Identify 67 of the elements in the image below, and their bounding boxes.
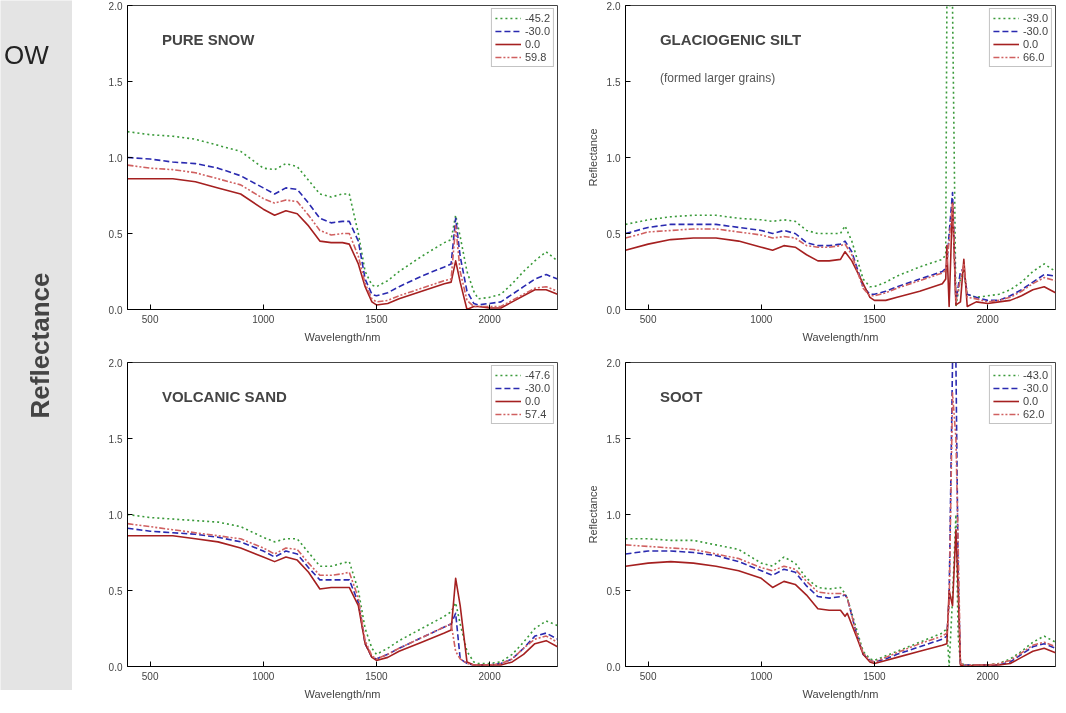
x-tick-label: 500 <box>141 313 159 325</box>
x-tick-label: 500 <box>639 670 657 682</box>
x-tick-label: 1500 <box>863 670 887 682</box>
text: PURE SNOW <box>161 31 256 49</box>
x-tick-label: 1500 <box>365 313 389 325</box>
x-tick-label: 500 <box>639 313 657 325</box>
x-tick-label: 2000 <box>976 313 1000 325</box>
legend-label: -30.0 <box>1022 25 1048 37</box>
x-tick-label: 1000 <box>252 313 275 325</box>
y-tick-label: 0.5 <box>606 585 621 597</box>
y-tick-label: 0.0 <box>606 661 621 673</box>
y-tick-label: 0.0 <box>108 304 123 316</box>
text: (formed larger grains) <box>659 70 776 85</box>
x-tick-label: 1000 <box>750 313 773 325</box>
y-tick-label: 1.5 <box>108 433 123 445</box>
text: VOLCANIC SAND <box>161 388 288 406</box>
text: Reflectance <box>25 272 56 419</box>
y-tick-label: 2.0 <box>606 357 621 369</box>
x-tick-label: 2000 <box>478 313 502 325</box>
legend-label: -45.2 <box>524 12 550 24</box>
line-series <box>625 5 1056 308</box>
y-tick-label: 0.5 <box>108 585 123 597</box>
legend-label: 0.0 <box>524 38 542 50</box>
y-tick-label: 2.0 <box>108 0 123 12</box>
x-axis-title: Wavelength/nm <box>802 330 879 343</box>
legend-label: 62.0 <box>1022 408 1045 420</box>
x-tick-label: 2000 <box>976 670 1000 682</box>
y-tick-label: 1.0 <box>606 152 621 164</box>
line-series <box>127 130 558 300</box>
y-axis-title: Reflectance <box>586 485 599 544</box>
y-tick-label: 1.0 <box>108 509 123 521</box>
y-axis-title: Reflectance <box>586 128 599 187</box>
legend-label: -43.0 <box>1022 369 1048 381</box>
text: GLACIOGENIC SILT <box>659 31 802 49</box>
x-tick-label: 1000 <box>252 670 275 682</box>
x-axis-title: Wavelength/nm <box>304 330 381 343</box>
legend-label: -47.6 <box>524 369 550 381</box>
legend-label: 0.0 <box>524 395 542 407</box>
text: OW <box>4 39 50 70</box>
x-tick-label: 1500 <box>365 670 389 682</box>
legend-label: 0.0 <box>1022 395 1040 407</box>
x-tick-label: 2000 <box>478 670 502 682</box>
y-tick-label: 1.5 <box>606 433 621 445</box>
y-tick-label: 2.0 <box>606 0 621 12</box>
y-tick-label: 0.5 <box>606 228 621 240</box>
y-tick-label: 2.0 <box>108 357 123 369</box>
y-tick-label: 1.5 <box>606 76 621 88</box>
y-tick-label: 0.0 <box>108 661 123 673</box>
legend-label: 59.8 <box>524 51 547 63</box>
y-tick-label: 0.0 <box>606 304 621 316</box>
y-tick-label: 0.5 <box>108 228 123 240</box>
y-tick-label: 1.0 <box>606 509 621 521</box>
x-axis-title: Wavelength/nm <box>802 687 879 700</box>
legend-label: 66.0 <box>1022 51 1045 63</box>
x-axis-title: Wavelength/nm <box>304 687 381 700</box>
x-tick-label: 1000 <box>750 670 773 682</box>
y-tick-label: 1.5 <box>108 76 123 88</box>
legend-label: -30.0 <box>1022 382 1048 394</box>
legend-label: -39.0 <box>1022 12 1048 24</box>
legend-label: 0.0 <box>1022 38 1040 50</box>
y-tick-label: 1.0 <box>108 152 123 164</box>
legend-label: -30.0 <box>524 25 550 37</box>
text: SOOT <box>659 388 703 406</box>
x-tick-label: 500 <box>141 670 159 682</box>
legend-label: -30.0 <box>524 382 550 394</box>
legend-label: 57.4 <box>524 408 547 420</box>
x-tick-label: 1500 <box>863 313 887 325</box>
